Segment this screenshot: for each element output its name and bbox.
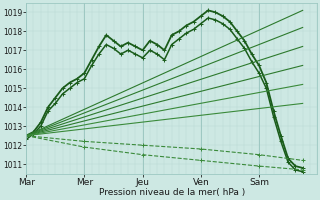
X-axis label: Pression niveau de la mer( hPa ): Pression niveau de la mer( hPa ): [99, 188, 245, 197]
